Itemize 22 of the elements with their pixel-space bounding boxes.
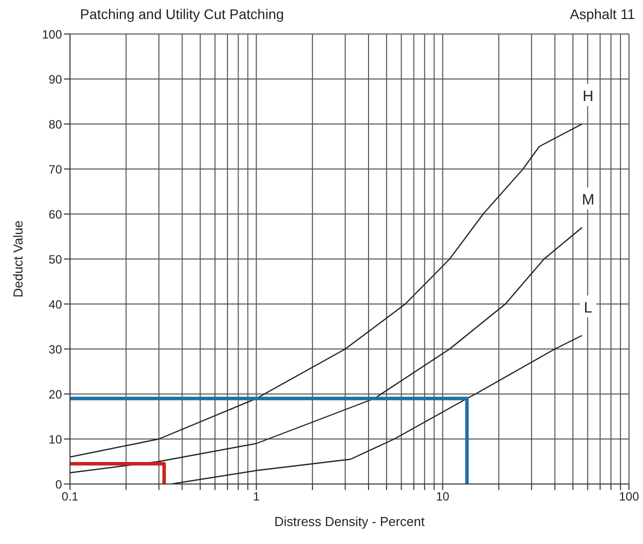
y-axis-title: Deduct Value [10,220,26,298]
text: Asphalt 11 [570,6,635,22]
y-tick-label: 100 [42,27,62,42]
series-label: H [582,88,594,105]
x-tick-label: 100 [618,490,640,504]
y-tick-label: 0 [55,477,62,492]
series-label: M [582,192,594,208]
x-axis-title: Distress Density - Percent [274,514,426,529]
y-tick-label: 20 [48,387,62,402]
series-label: L [584,300,592,316]
y-tick-label: 60 [48,207,62,222]
x-tick-label: 0.1 [62,490,79,504]
y-tick-label: 70 [48,162,62,176]
x-tick-label: 1 [252,490,260,504]
y-tick-label: 40 [48,297,62,312]
x-tick-label: 10 [436,490,450,504]
y-tick-label: 10 [48,432,62,446]
y-tick-label: 30 [48,342,62,356]
y-tick-label: 80 [48,117,62,132]
y-tick-label: 50 [48,252,62,266]
y-tick-label: 90 [48,72,62,86]
chart-title: Patching and Utility Cut Patching [80,6,284,22]
